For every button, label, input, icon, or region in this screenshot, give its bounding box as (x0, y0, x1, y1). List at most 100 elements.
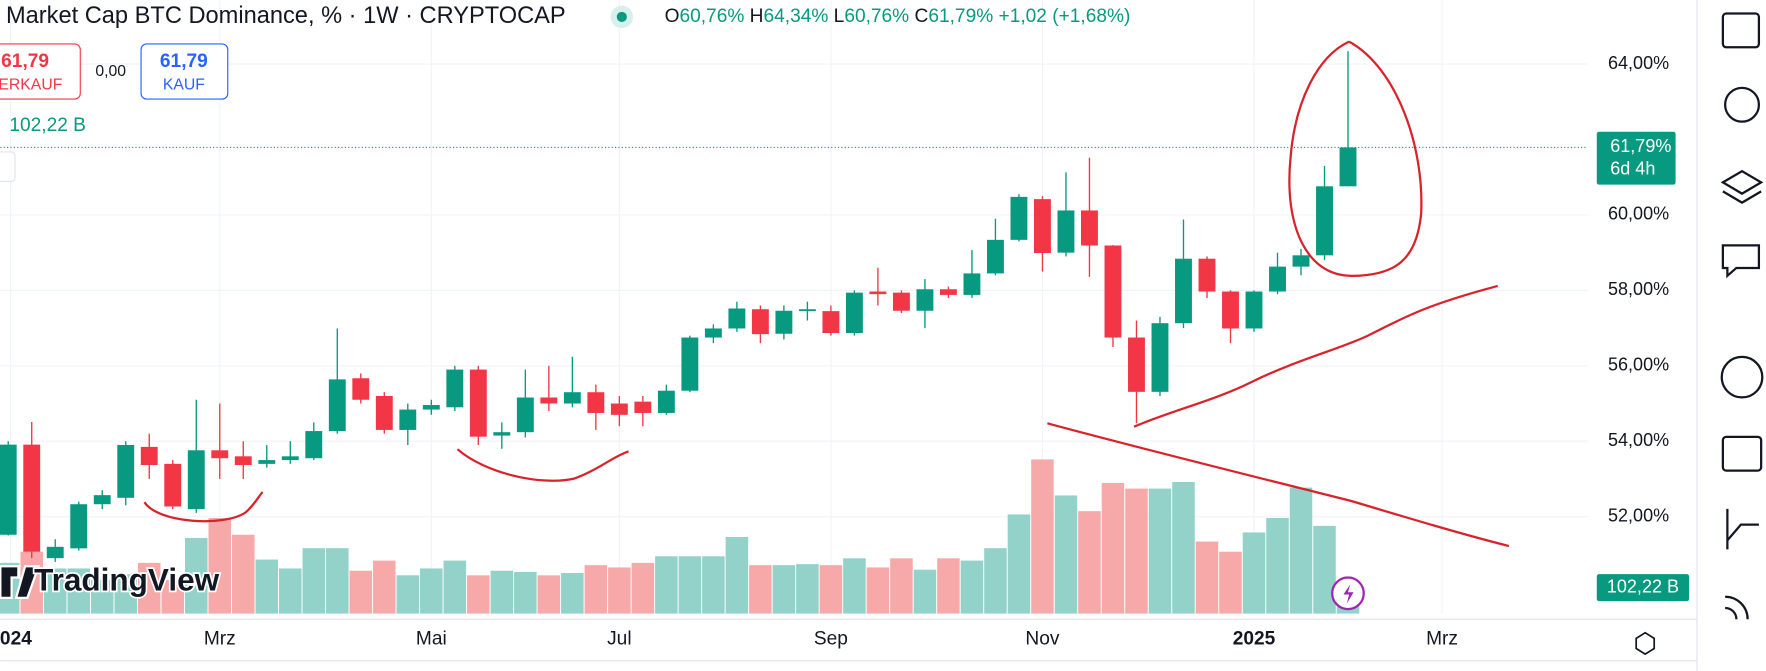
volume-bar (302, 548, 326, 614)
candle-body (446, 369, 464, 408)
candles (0, 51, 1588, 562)
volume-bar (960, 560, 984, 614)
x-tick-label: 2025 (1233, 629, 1276, 650)
candle-body (70, 504, 88, 549)
stream-icon[interactable] (1725, 595, 1749, 620)
volume-bar (208, 517, 232, 614)
volume-bar (796, 564, 819, 614)
candle-body (1245, 291, 1263, 329)
volume-bar (185, 538, 208, 614)
volume-bar (1219, 551, 1242, 614)
candle-body (117, 445, 135, 498)
candle-body (563, 392, 581, 404)
annotations (143, 40, 1510, 548)
candle-body (610, 403, 628, 415)
volume-bar (67, 568, 90, 614)
candle-body (469, 369, 487, 437)
candle-body (1057, 210, 1075, 253)
calendar-icon[interactable] (1721, 435, 1763, 472)
collapse-button[interactable] (0, 151, 16, 182)
candle-body (46, 546, 64, 559)
x-tick-label: Nov (1025, 629, 1059, 650)
volume-value-box (1596, 574, 1690, 602)
status-dot (616, 11, 627, 22)
candle-body (352, 378, 370, 400)
candle-body (493, 432, 511, 436)
candle-body (1034, 199, 1051, 254)
volume-bar (1054, 495, 1078, 614)
volume-bar (1007, 514, 1031, 614)
volume-pane (0, 459, 1360, 614)
volume-bar (137, 562, 161, 614)
last-price-label: 61,79% (1610, 136, 1671, 156)
volume-bar (725, 537, 749, 614)
grid (0, 0, 1588, 614)
candle-body (516, 397, 534, 433)
candle-body (798, 309, 816, 312)
candle-body (540, 397, 558, 404)
watchlist-icon[interactable] (1721, 12, 1761, 49)
volume-bar (255, 559, 279, 614)
volume-bar (326, 548, 349, 614)
layers-icon[interactable] (1720, 169, 1764, 204)
candle-body (422, 405, 440, 410)
volume-bar (1148, 488, 1172, 614)
chart-title: Market Cap BTC Dominance, % · 1W · CRYPT… (6, 3, 566, 29)
volume-bar (1101, 483, 1125, 614)
candle-body (728, 308, 746, 329)
volume-bar (443, 560, 467, 614)
volume-bar (279, 568, 302, 614)
x-tick-label: Mrz (1426, 629, 1458, 650)
volume-bar (608, 567, 631, 614)
volume-bar (1195, 541, 1219, 614)
volume-bar (866, 567, 890, 614)
sell-button[interactable] (0, 43, 81, 100)
volume-bar (1125, 488, 1148, 614)
volume-bar (631, 562, 655, 614)
candle-body (1010, 196, 1028, 240)
candle-body (1339, 147, 1357, 187)
candle-body (634, 401, 652, 413)
candle-body (23, 444, 41, 552)
volume-bar (1242, 532, 1266, 614)
logo: TradingView (0, 560, 221, 599)
volume-bar (161, 579, 185, 614)
y-tick-label: 64,00% (1608, 53, 1669, 73)
candle-body (399, 409, 417, 430)
chart-tool-icon[interactable] (1726, 508, 1759, 550)
candle-body (822, 311, 840, 334)
chat-icon[interactable] (1721, 244, 1761, 279)
volume-bar (537, 575, 561, 614)
gauge-icon[interactable] (1720, 355, 1764, 399)
toolbar-icons (1720, 12, 1764, 620)
volume-bar (584, 565, 608, 614)
volume-bar (772, 565, 796, 614)
x-tick-label: 2024 (0, 629, 32, 650)
settings-icon[interactable] (1635, 631, 1656, 656)
candle-body (916, 289, 934, 311)
ohlc-legend: O60,76% H64,34% L60,76% C61,79% +1,02 (+… (665, 6, 1131, 27)
candle-body (234, 456, 252, 465)
volume-bar (749, 565, 772, 614)
candle-body (1175, 258, 1192, 324)
volume-bar (1266, 517, 1289, 614)
buy-button[interactable] (140, 43, 229, 100)
y-tick-label: 54,00% (1608, 430, 1669, 450)
curve-annotation (143, 491, 264, 523)
volume-bar (937, 558, 960, 614)
buy-price: 61,79 (160, 51, 208, 72)
x-tick-label: Mai (416, 629, 447, 650)
volume-bar (702, 556, 725, 614)
volume-bar (819, 565, 843, 614)
volume-bar (514, 572, 537, 614)
volume-bar (678, 556, 702, 614)
volume-bar (90, 579, 114, 614)
alert-icon[interactable] (1724, 86, 1761, 123)
volume-bar (373, 560, 396, 614)
volume-bar (43, 568, 67, 614)
candle-body (1104, 245, 1122, 338)
volume-bar (1172, 481, 1195, 614)
volume-bar (1078, 511, 1101, 614)
volume-bar (655, 556, 678, 614)
candle-body (140, 446, 158, 465)
